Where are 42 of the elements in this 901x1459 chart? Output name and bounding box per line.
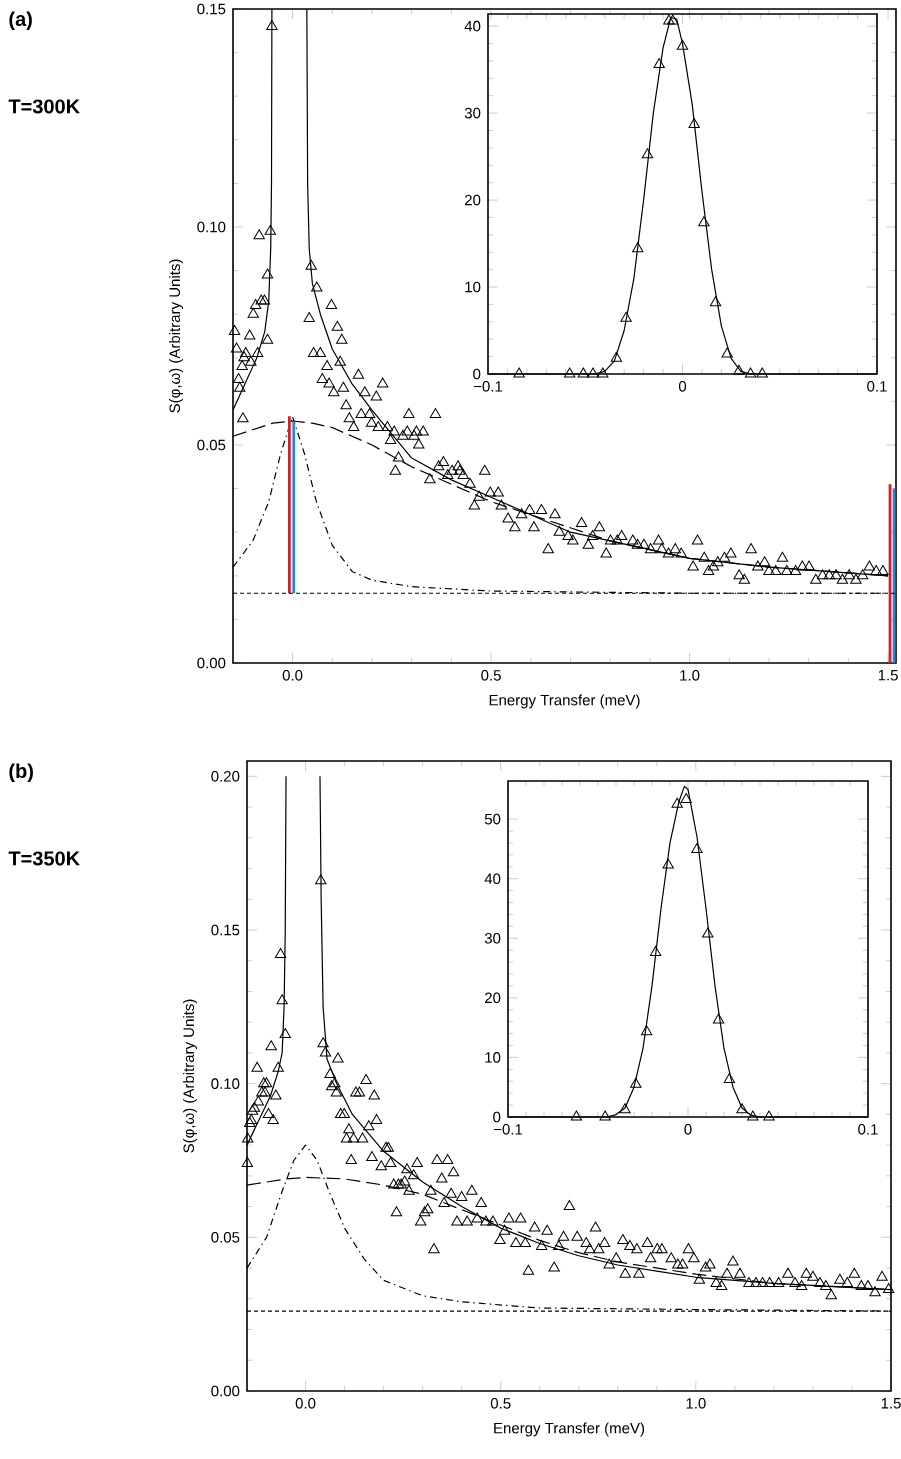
- x-tick-label: 0.0: [282, 670, 303, 681]
- x-tick-label: 1.0: [680, 670, 700, 681]
- y-axis-title: S(φ,ω) (Arbitrary Units): [183, 999, 197, 1153]
- x-tick-label: −0.1: [473, 381, 503, 392]
- x-tick-label: 0.0: [295, 1398, 316, 1409]
- text: (b): [9, 763, 33, 783]
- x-tick-label: 0: [684, 1124, 692, 1135]
- y-tick-label: 0.20: [211, 771, 240, 782]
- y-tick-label: 0.05: [211, 1232, 240, 1243]
- y-tick-label: 0: [473, 368, 481, 380]
- y-axis-title: S(φ,ω) (Arbitrary Units): [169, 259, 183, 413]
- x-tick-label: 0.5: [490, 1398, 511, 1409]
- x-axis-title: Energy Transfer (meV): [489, 694, 640, 709]
- y-tick-label: 40: [484, 873, 501, 885]
- y-tick-label: 30: [464, 107, 481, 119]
- x-tick-label: 1.5: [881, 1398, 901, 1409]
- y-tick-label: 0.05: [197, 439, 226, 451]
- y-tick-label: 20: [485, 992, 501, 1004]
- y-tick-label: 0.00: [197, 657, 226, 669]
- y-tick-label: 10: [465, 281, 481, 293]
- y-tick-label: 40: [464, 20, 481, 32]
- x-tick-label: 1.5: [878, 670, 898, 681]
- x-tick-label: −0.1: [493, 1124, 523, 1135]
- y-tick-label: 0.10: [197, 221, 226, 233]
- x-tick-label: 0: [678, 381, 687, 392]
- text: T=350K: [8, 851, 80, 866]
- y-tick-label: 0.00: [211, 1385, 240, 1397]
- y-tick-label: 0.10: [211, 1078, 240, 1089]
- x-tick-label: 0.1: [867, 381, 887, 392]
- x-tick-label: 0.1: [858, 1124, 878, 1135]
- text: (a): [9, 11, 32, 31]
- x-axis-title: Energy Transfer (meV): [494, 1422, 645, 1437]
- y-tick-label: 30: [484, 932, 501, 944]
- y-tick-label: 20: [465, 194, 481, 206]
- y-tick-label: 10: [485, 1052, 501, 1063]
- y-tick-label: 50: [484, 813, 501, 825]
- y-tick-label: 0.15: [211, 924, 240, 936]
- y-tick-label: 0.15: [197, 3, 226, 15]
- x-tick-label: 0.5: [481, 670, 501, 681]
- text: T=300K: [8, 99, 80, 114]
- x-tick-label: 1.0: [686, 1398, 706, 1409]
- y-tick-label: 0: [493, 1111, 501, 1123]
